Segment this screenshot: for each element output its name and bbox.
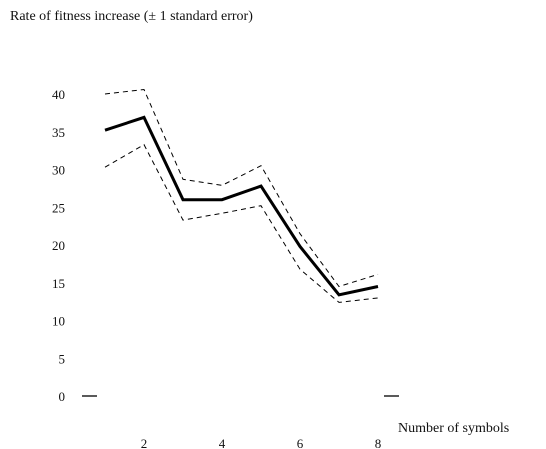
x-tick-label: 6 — [297, 436, 304, 449]
y-tick-label: 30 — [52, 163, 65, 178]
y-axis: 0 5 10 15 20 25 30 35 40 — [52, 87, 65, 404]
y-tick-label: 35 — [52, 125, 65, 140]
upper-error-line — [104, 88, 379, 288]
y-tick-label: 25 — [52, 200, 65, 215]
x-tick-label: 4 — [219, 436, 226, 449]
x-axis-label: Number of symbols — [398, 421, 509, 436]
y-tick-label: 15 — [52, 276, 65, 291]
y-tick-label: 10 — [52, 314, 65, 329]
lower-error-line — [104, 143, 379, 303]
x-tick-label: 8 — [375, 436, 382, 449]
y-tick-label: 5 — [59, 351, 66, 366]
x-axis: 2 4 6 8 — [141, 436, 382, 449]
y-tick-label: 40 — [52, 87, 65, 102]
mean-line — [104, 115, 379, 297]
y-tick-label: 0 — [59, 389, 66, 404]
series-layer — [104, 88, 379, 303]
y-tick-label: 20 — [52, 238, 65, 253]
chart-title: Rate of fitness increase (± 1 standard e… — [10, 9, 253, 24]
x-tick-label: 2 — [141, 436, 148, 449]
